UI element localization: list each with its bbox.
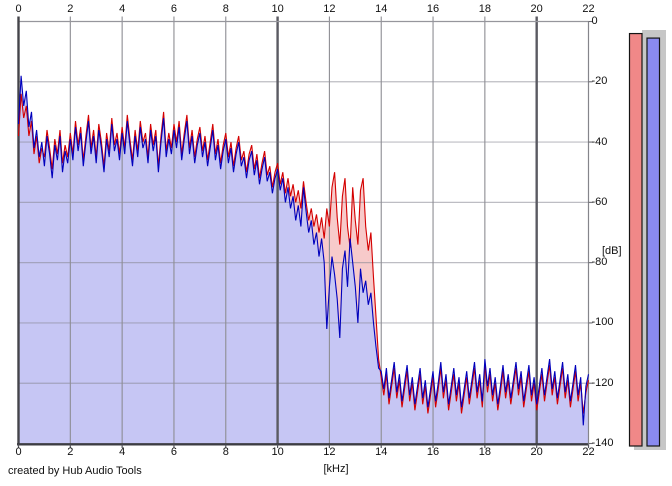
x-tick-label-top: 18 bbox=[478, 3, 491, 15]
x-tick-label-bottom: 2 bbox=[67, 446, 74, 458]
y-tick-label: -80 bbox=[591, 256, 608, 269]
x-tick-label-top: 10 bbox=[271, 3, 284, 15]
y-tick-label: -20 bbox=[591, 75, 608, 88]
blue-peak-meter bbox=[646, 37, 661, 447]
x-tick-label-bottom: 10 bbox=[271, 446, 284, 458]
x-tick-label-bottom: 16 bbox=[426, 446, 440, 458]
x-tick-label-top: 0 bbox=[15, 3, 22, 15]
x-tick-label-bottom: 0 bbox=[15, 446, 22, 458]
x-tick-label-bottom: 18 bbox=[478, 446, 491, 458]
x-tick-label-bottom: 20 bbox=[530, 446, 543, 458]
x-tick-label-top: 22 bbox=[582, 3, 595, 15]
x-tick-label-bottom: 14 bbox=[375, 446, 388, 458]
y-tick-label: -60 bbox=[591, 195, 608, 208]
x-tick-label-top: 2 bbox=[67, 3, 74, 15]
red-peak-meter bbox=[628, 32, 643, 447]
x-tick-label-top: 8 bbox=[222, 3, 229, 15]
y-axis-unit-label: [dB] bbox=[602, 245, 622, 257]
y-tick-label: -40 bbox=[591, 135, 608, 148]
y-tick-label: -100 bbox=[591, 316, 614, 329]
meter-trough-shadow bbox=[634, 446, 642, 450]
x-tick-label-top: 20 bbox=[530, 3, 543, 15]
x-tick-label-bottom: 8 bbox=[222, 446, 229, 458]
y-tick-label: -140 bbox=[591, 437, 614, 449]
credit-text: created by Hub Audio Tools bbox=[8, 465, 142, 477]
red-spectrum-trace bbox=[17, 93, 590, 414]
x-tick-label-top: 14 bbox=[375, 3, 388, 15]
x-tick-label-top: 16 bbox=[426, 3, 440, 15]
blue-spectrum-trace bbox=[17, 75, 590, 426]
y-tick-label: -120 bbox=[591, 376, 614, 389]
blue-spectrum-fill bbox=[18, 75, 589, 444]
x-axis-unit-label: [kHz] bbox=[323, 463, 349, 475]
x-tick-label-bottom: 22 bbox=[582, 446, 595, 458]
y-tick-label: 0 bbox=[591, 15, 598, 27]
x-tick-label-bottom: 4 bbox=[119, 446, 126, 458]
x-tick-label-top: 6 bbox=[170, 3, 178, 15]
x-tick-label-top: 12 bbox=[323, 3, 336, 15]
x-tick-label-top: 4 bbox=[119, 3, 126, 15]
x-tick-label-bottom: 6 bbox=[170, 446, 178, 458]
x-tick-label-bottom: 12 bbox=[323, 446, 336, 458]
